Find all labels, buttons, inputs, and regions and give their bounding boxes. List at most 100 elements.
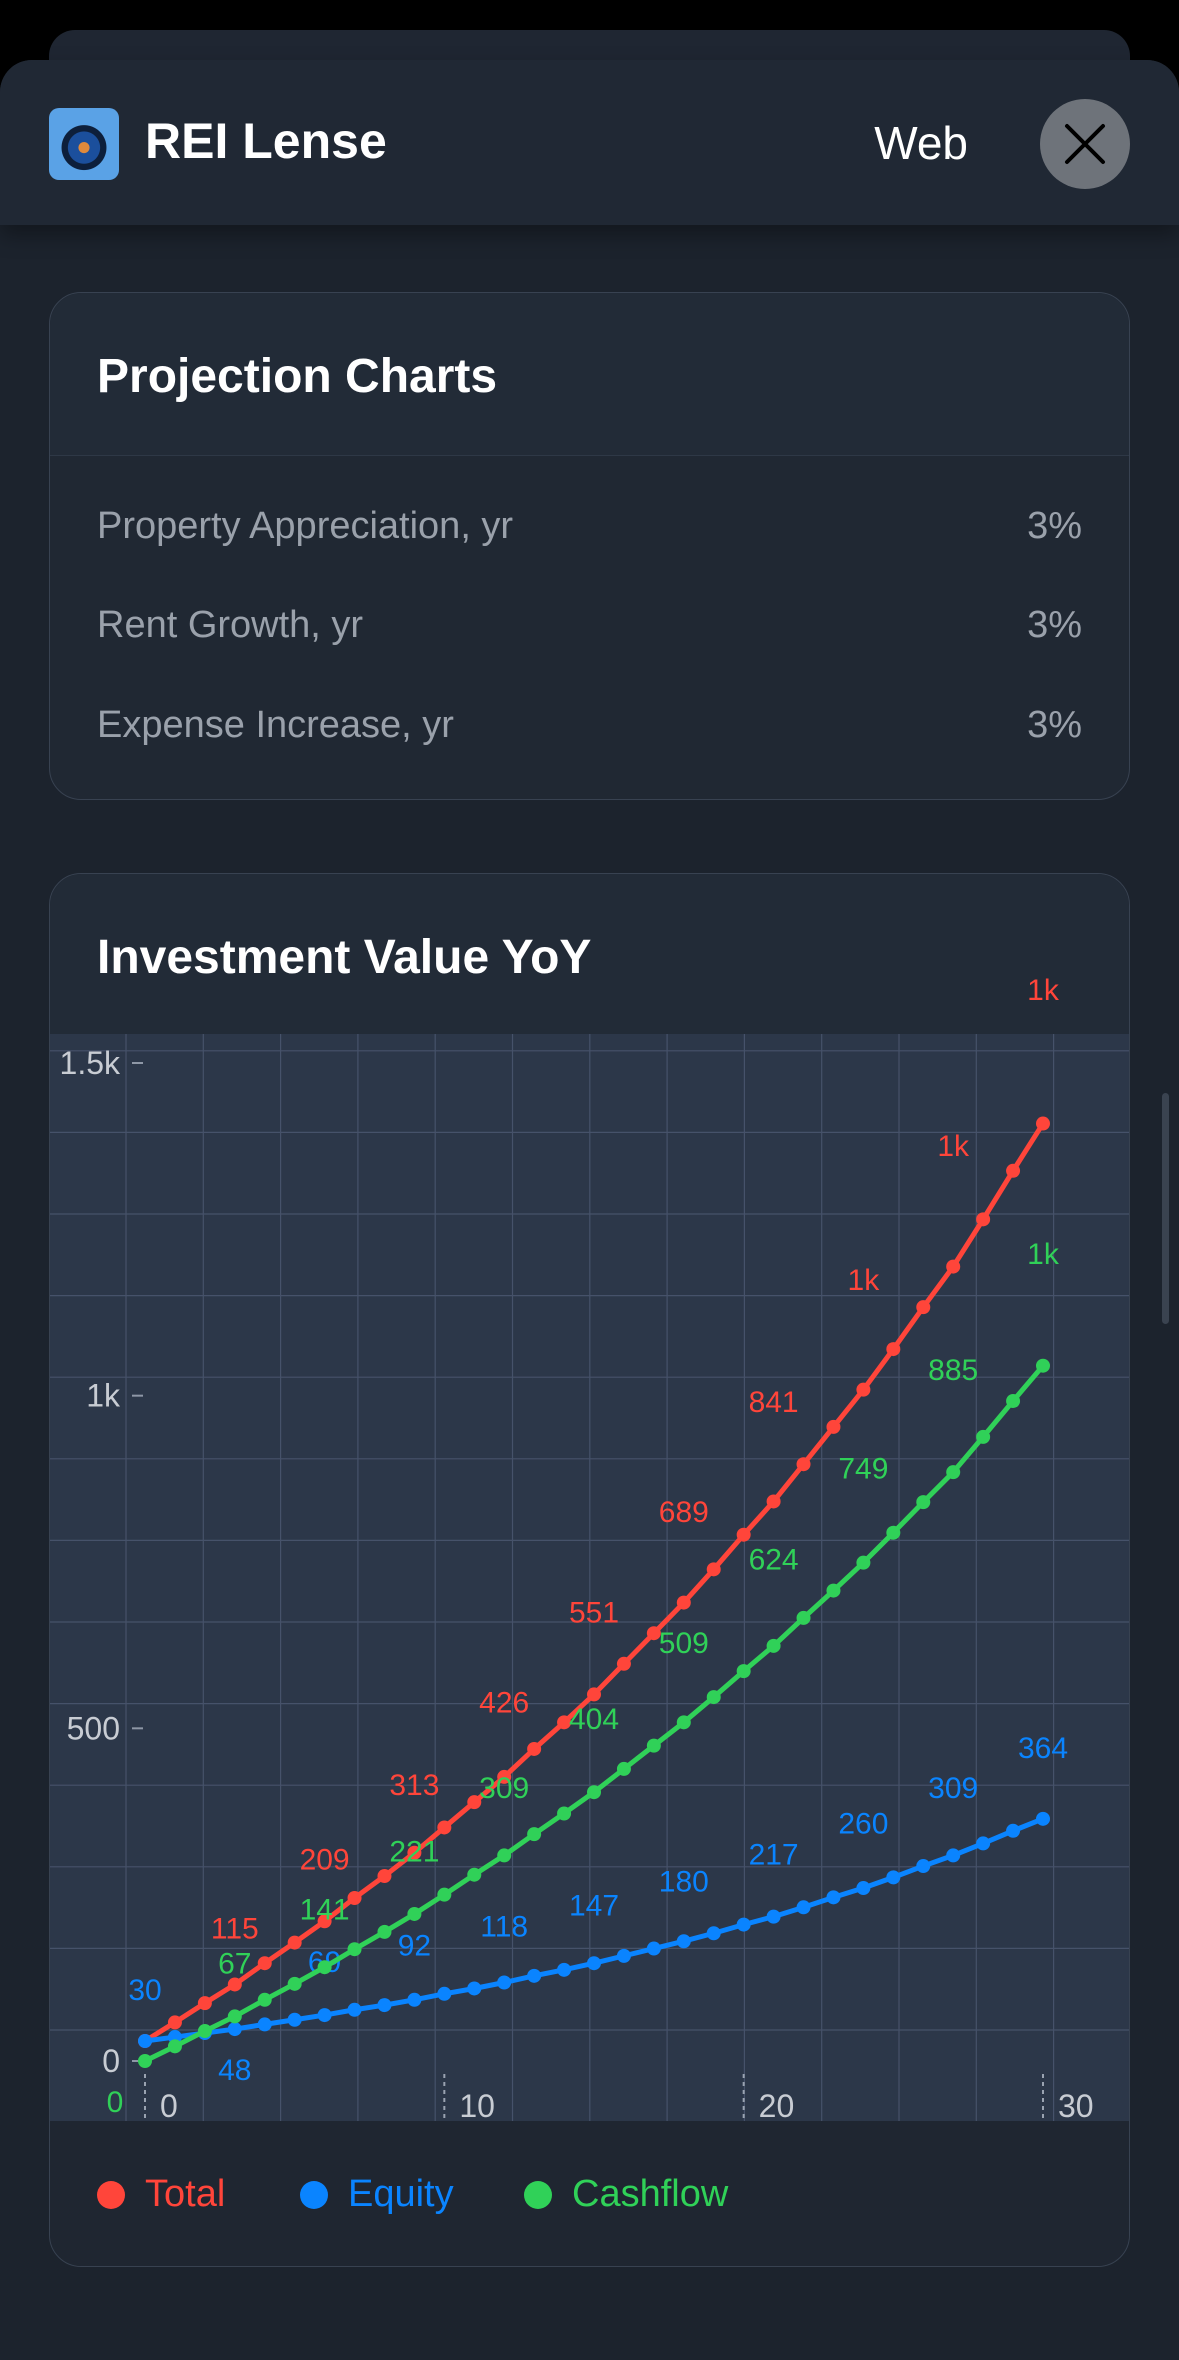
data-label-equity: 309: [928, 1772, 978, 1805]
data-label-equity: 147: [569, 1889, 619, 1922]
data-point-cashflow: [317, 1960, 332, 1975]
data-point-total: [766, 1494, 781, 1509]
data-point-equity: [736, 1917, 751, 1932]
data-point-equity: [946, 1848, 961, 1863]
data-label-equity: 180: [659, 1865, 709, 1898]
data-label-cashflow: 509: [659, 1627, 709, 1660]
data-label-total: 209: [300, 1844, 350, 1877]
legend-dot-icon: [300, 2180, 328, 2209]
data-point-cashflow: [886, 1525, 901, 1540]
data-point-cashflow: [227, 2009, 242, 2024]
data-point-total: [976, 1212, 991, 1227]
data-point-cashflow: [437, 1887, 452, 1902]
data-point-total: [197, 1996, 212, 2011]
data-point-equity: [856, 1881, 871, 1896]
data-point-equity: [826, 1890, 841, 1905]
data-label-cashflow: 0: [107, 2086, 124, 2119]
data-point-equity: [138, 2034, 152, 2049]
data-point-cashflow: [676, 1715, 691, 1730]
data-point-total: [856, 1382, 871, 1397]
data-point-cashflow: [946, 1465, 961, 1480]
data-point-cashflow: [197, 2024, 212, 2039]
data-point-equity: [287, 2012, 302, 2027]
data-point-total: [377, 1869, 392, 1884]
data-point-equity: [766, 1909, 781, 1924]
x-icon: [1065, 124, 1105, 164]
setting-row-appreciation[interactable]: Property Appreciation, yr 3%: [97, 505, 1082, 565]
data-point-equity: [527, 1968, 542, 1983]
row-label: Expense Increase, yr: [97, 704, 454, 746]
data-point-cashflow: [138, 2054, 152, 2068]
data-point-equity: [886, 1870, 901, 1885]
data-point-cashflow: [347, 1942, 362, 1957]
data-point-total: [1006, 1163, 1021, 1178]
row-label: Property Appreciation, yr: [97, 505, 514, 547]
data-point-total: [317, 1914, 332, 1929]
y-tick-label: 500: [67, 1710, 120, 1746]
x-tick-label: 0: [160, 2088, 178, 2124]
data-label-cashflow: 141: [300, 1894, 350, 1927]
data-point-total: [497, 1769, 512, 1784]
data-label-equity: 364: [1018, 1732, 1068, 1765]
data-point-total: [347, 1890, 362, 1905]
data-point-equity: [1036, 1811, 1050, 1826]
data-point-equity: [347, 2002, 362, 2017]
legend-item-total: Total: [97, 2173, 225, 2216]
data-point-cashflow: [826, 1583, 841, 1598]
data-point-total: [826, 1419, 841, 1434]
y-tick-label: 0: [102, 2043, 120, 2079]
data-point-equity: [557, 1962, 572, 1977]
data-point-cashflow: [587, 1785, 601, 1800]
row-value: 3%: [1027, 704, 1082, 746]
data-point-equity: [437, 1986, 452, 2001]
data-point-equity: [377, 1998, 392, 2013]
close-button[interactable]: [1040, 99, 1130, 189]
data-point-cashflow: [766, 1638, 781, 1653]
data-point-cashflow: [856, 1555, 871, 1570]
data-point-cashflow: [257, 1992, 272, 2007]
card-header: Investment Value YoY: [50, 874, 1129, 1034]
data-point-total: [616, 1656, 631, 1671]
x-tick-label: 20: [759, 2088, 795, 2124]
data-point-total: [676, 1595, 691, 1610]
data-label-equity: 30: [128, 1974, 161, 2007]
row-value: 3%: [1027, 604, 1082, 646]
setting-row-rent-growth[interactable]: Rent Growth, yr 3%: [97, 604, 1082, 664]
web-button[interactable]: Web: [874, 117, 968, 169]
data-point-total: [796, 1457, 811, 1472]
data-point-total: [467, 1795, 482, 1810]
legend-dot-icon: [97, 2180, 125, 2209]
data-label-cashflow: 624: [749, 1543, 799, 1576]
data-point-cashflow: [287, 1976, 302, 1991]
data-point-total: [587, 1687, 601, 1702]
data-label-equity: 118: [480, 1910, 528, 1943]
data-point-cashflow: [706, 1690, 721, 1705]
data-point-equity: [467, 1981, 482, 1996]
data-point-cashflow: [1006, 1393, 1021, 1408]
data-point-cashflow: [796, 1610, 811, 1625]
data-point-total: [437, 1820, 452, 1835]
data-label-total: 313: [389, 1769, 439, 1802]
data-point-total: [706, 1562, 721, 1577]
line-chart: 0 500 1k 1.5k 0 10 20 30 115 209 313 426 551 689 841 1k…: [50, 974, 1129, 2124]
data-point-cashflow: [1036, 1358, 1050, 1373]
setting-row-expense-increase[interactable]: Expense Increase, yr 3%: [97, 704, 1082, 764]
series-line-equity: [144, 1816, 1044, 2044]
data-point-cashflow: [616, 1761, 631, 1776]
data-point-equity: [646, 1941, 661, 1956]
data-label-cashflow: 221: [389, 1836, 439, 1869]
chart-legend: Total Equity Cashflow: [50, 2121, 1129, 2266]
legend-dot-icon: [524, 2180, 552, 2209]
data-point-equity: [976, 1836, 991, 1851]
data-point-total: [736, 1527, 751, 1542]
card-header: Projection Charts: [50, 293, 1129, 456]
data-label-cashflow: 67: [218, 1947, 251, 1980]
card-title: Projection Charts: [97, 350, 498, 403]
x-tick-label: 30: [1058, 2088, 1094, 2124]
data-label-cashflow: 404: [569, 1703, 619, 1736]
data-point-total: [946, 1259, 961, 1274]
data-point-cashflow: [167, 2039, 182, 2054]
projection-charts-card: Projection Charts Property Appreciation,…: [49, 292, 1130, 800]
data-label-equity: 217: [749, 1839, 799, 1872]
scrollbar[interactable]: [1162, 1093, 1169, 1324]
